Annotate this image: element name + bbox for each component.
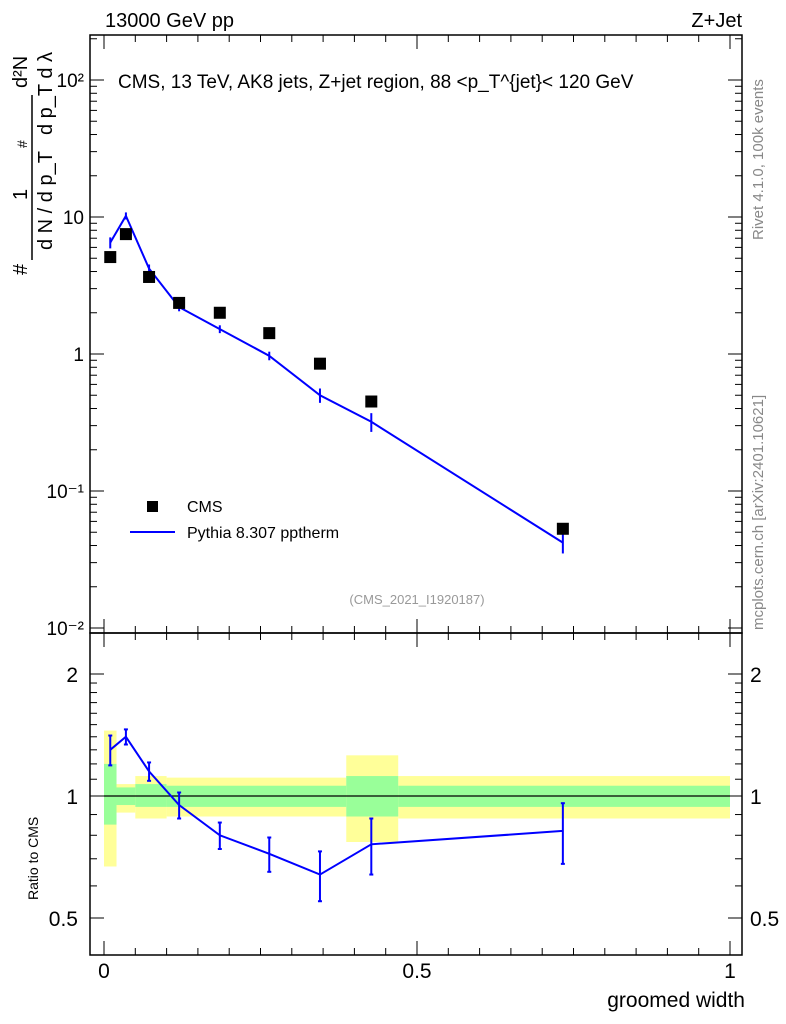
ylabel-hash2: # <box>14 140 30 148</box>
ylabel-den2: d p_T d λ <box>35 52 57 135</box>
side-rivet: Rivet 4.1.0, 100k events <box>750 79 767 240</box>
y-tick-label-right: 1 <box>750 786 762 809</box>
ylabel-den1: d N / d p_T <box>35 151 57 250</box>
plot-title: CMS, 13 TeV, AK8 jets, Z+jet region, 88 … <box>118 72 634 93</box>
y-tick-label: 0.5 <box>49 908 78 931</box>
y-tick-label: 1 <box>73 345 84 366</box>
ratio-ylabel: Ratio to CMS <box>25 817 41 900</box>
legend-pythia-label: Pythia 8.307 pptherm <box>187 525 339 542</box>
header-left: 13000 GeV pp <box>105 10 234 32</box>
y-tick-label: 2 <box>66 664 78 687</box>
ylabel-hash1: # <box>10 263 32 275</box>
x-tick-label: 0.5 <box>402 960 431 983</box>
x-tick-label: 0 <box>98 960 110 983</box>
cms-point <box>104 251 117 264</box>
cms-point <box>119 228 132 241</box>
pythia-line <box>109 213 564 544</box>
cms-point <box>313 357 326 370</box>
top-frame <box>89 34 743 634</box>
x-tick-label: 1 <box>724 960 736 983</box>
legend-cms-marker <box>147 501 158 512</box>
y-tick-label-right: 0.5 <box>750 908 779 931</box>
cms-point <box>263 327 276 340</box>
header-right: Z+Jet <box>691 10 742 32</box>
annotation: (CMS_2021_I1920187) <box>349 592 484 607</box>
cms-point <box>365 395 378 408</box>
ratio-frame <box>89 632 743 956</box>
band-green <box>104 763 117 825</box>
y-axis-label: # 1 d N / d p_T # d²N d p_T d λ <box>10 52 57 275</box>
cms-point <box>143 270 156 283</box>
ylabel-num2: d²N <box>10 56 32 88</box>
x-axis-label: groomed width <box>607 989 745 1012</box>
y-tick-label: 10⁻¹ <box>47 482 85 503</box>
y-tick-label: 1 <box>66 786 78 809</box>
side-mcplots: mcplots.cern.ch [arXiv:2401.10621] <box>750 395 767 630</box>
legend-cms-label: CMS <box>187 499 223 516</box>
y-tick-label-right: 2 <box>750 664 762 687</box>
legend: CMS Pythia 8.307 pptherm <box>130 499 339 542</box>
y-tick-label: 10⁻² <box>47 619 85 640</box>
y-tick-label: 10 <box>63 208 84 229</box>
cms-point <box>173 296 186 309</box>
ylabel-num1: 1 <box>10 189 32 200</box>
y-tick-label: 10² <box>57 71 84 92</box>
cms-point <box>556 522 569 535</box>
cms-point <box>213 306 226 319</box>
